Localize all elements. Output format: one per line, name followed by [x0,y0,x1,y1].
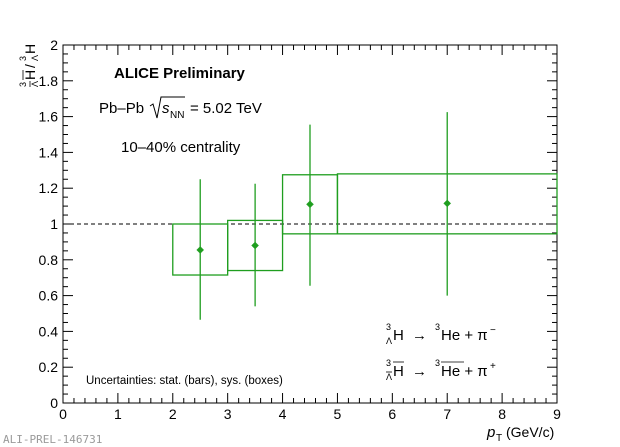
ylabel-h: H [22,44,38,54]
ylabel-anti-mass: 3 [18,82,28,87]
y-tick-label: 1.6 [39,109,59,125]
collision-system: Pb–Pb [99,100,144,117]
x-tick-label: 6 [388,406,396,422]
data-point [306,200,314,209]
y-tick-label: 1.4 [39,144,59,160]
y-tick-label: 0.6 [39,288,59,304]
decay2-arrow: → [412,363,427,380]
xlabel-p: p [486,424,495,441]
y-tick-labels: 0 0.2 0.4 0.6 0.8 1 1.2 1.4 1.6 1.8 2 [39,37,59,411]
x-tick-label: 5 [334,406,342,422]
decay1-lhs: H [393,327,404,344]
y-tick-label: 0.8 [39,252,59,268]
decay-channel-1: 3 Λ H → 3 He + π − [386,322,496,346]
chart-title: ALICE Preliminary [114,65,246,82]
y-tick-label: 0 [50,395,58,411]
decay2-charge: + [490,361,496,372]
decay1-rhs: He + π [441,327,488,344]
xlabel-t: T [496,433,502,444]
energy-label: = 5.02 TeV [190,100,262,117]
x-axis-label: p T (GeV/c) [486,424,554,444]
sqrt-sign [149,96,185,119]
x-tick-label: 3 [224,406,232,422]
decay1-arrow: → [412,327,427,344]
ylabel-lambda: Λ [30,55,40,61]
uncertainties-note: Uncertainties: stat. (bars), sys. (boxes… [86,375,283,387]
data-point [443,199,452,208]
decay1-mass-number: 3 [386,322,391,332]
x-tick-label: 2 [169,406,177,422]
xlabel-unit: (GeV/c) [506,424,554,440]
decay2-lhs: H [393,363,404,380]
decay1-lambda: Λ [386,336,392,346]
ylabel-anti-h: H [22,70,38,80]
x-tick-labels: 0 1 2 3 4 5 6 7 8 9 [59,406,561,422]
ylabel-slash: / [22,64,38,68]
data-point [196,246,205,254]
data-points [196,199,452,254]
decay2-mass-number: 3 [386,358,391,368]
decay1-he-mass: 3 [435,322,440,332]
ylabel-anti-lambda: Λ [30,81,40,87]
ylabel-mass: 3 [18,56,28,61]
decay-channel-2: 3 Λ H → 3 He + π + [386,358,496,382]
x-tick-label: 9 [553,406,561,422]
x-tick-label: 4 [279,406,287,422]
y-tick-label: 0.2 [39,359,59,375]
decay1-charge: − [490,325,496,336]
sqrt-s-subscript: NN [170,110,184,121]
preliminary-id-watermark: ALI-PREL-146731 [3,433,102,446]
collision-system-label: Pb–Pb s NN = 5.02 TeV [99,96,262,121]
sqrt-s-symbol: s [162,100,170,117]
y-tick-label: 2 [50,37,58,53]
tick-marks [62,44,558,404]
x-tick-label: 8 [498,406,506,422]
decay2-he-mass: 3 [435,358,440,368]
y-tick-label: 1.2 [39,180,59,196]
y-tick-label: 1 [50,216,58,232]
y-tick-label: 0.4 [39,323,59,339]
decay2-lambda: Λ [386,372,392,382]
decay2-rhs: He + π [441,363,488,380]
x-tick-label: 0 [59,406,67,422]
y-axis-label: 3 Λ H / 3 Λ H [18,44,40,87]
data-point [251,241,259,250]
x-tick-label: 7 [443,406,451,422]
y-tick-label: 1.8 [39,73,59,89]
x-tick-label: 1 [114,406,122,422]
centrality-label: 10–40% centrality [121,139,241,156]
